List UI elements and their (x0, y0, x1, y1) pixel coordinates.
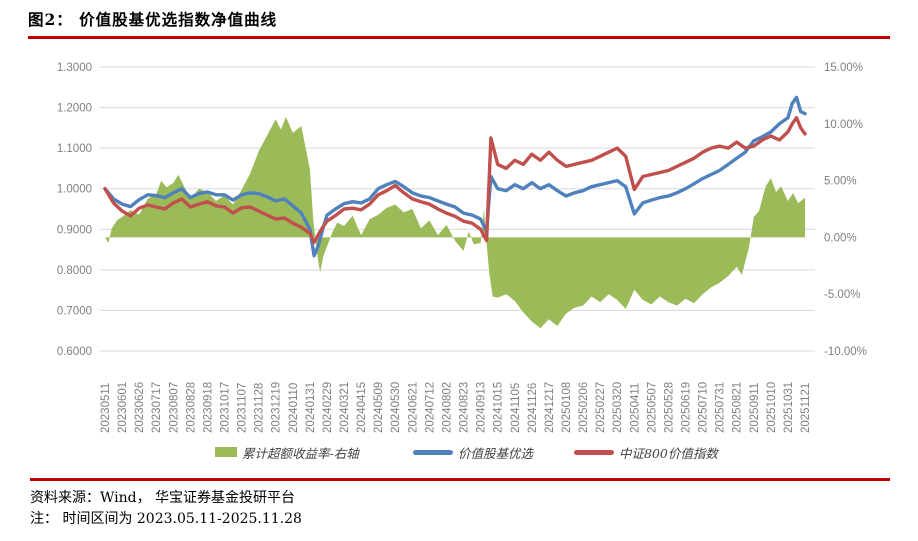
excess-return-swatch (215, 447, 237, 457)
figure-title: 图2： 价值股基优选指数净值曲线 (28, 10, 278, 29)
x-axis-label: 20230717 (151, 382, 163, 433)
x-axis-label: 20250619 (681, 382, 693, 433)
value-fund-line (103, 95, 807, 258)
x-axis-label: 20241217 (544, 382, 556, 433)
right-axis-label: 5.00% (824, 176, 857, 188)
right-axis-label: 0.00% (824, 232, 857, 244)
source-text: 资料来源：Wind， 华宝证券基金投研平台 (30, 490, 296, 506)
legend-item-excess-return: 累计超额收益率-右轴 (215, 444, 359, 461)
x-axis-label: 20250821 (732, 382, 744, 433)
right-axis-label: -10.00% (824, 346, 867, 358)
x-axis-label: 20251121 (800, 383, 812, 433)
left-axis-label: 1.0000 (57, 184, 92, 196)
x-axis-label: 20250227 (595, 382, 607, 433)
x-axis-label: 20230511 (100, 383, 112, 433)
x-axis-label: 20240415 (356, 382, 368, 433)
x-axis-label: 20250507 (646, 382, 658, 433)
excess-return-area (105, 117, 805, 329)
left-axis-label: 0.9000 (57, 224, 92, 236)
x-axis-label: 20230601 (117, 382, 129, 433)
x-axis-label: 20250911 (749, 383, 761, 433)
x-axis-label: 20240110 (288, 383, 300, 433)
x-axis-label: 20250528 (663, 382, 675, 433)
right-axis-label: 10.00% (824, 119, 863, 131)
left-axis-label: 0.8000 (57, 265, 92, 277)
x-axis-label: 20241126 (527, 383, 539, 433)
csi800-value-swatch (574, 449, 614, 455)
x-axis-label: 20250411 (629, 383, 641, 433)
x-axis-label: 20251031 (783, 382, 795, 433)
left-axis-label: 1.1000 (57, 143, 92, 155)
value-fund-index-swatch (413, 449, 453, 455)
x-axis-label: 20250108 (561, 382, 573, 433)
left-axis-label: 1.3000 (57, 62, 92, 74)
note-text: 注： 时间区间为 2023.05.11-2025.11.28 (30, 511, 302, 527)
x-axis-label: 20240509 (373, 382, 385, 433)
x-axis-label: 20231107 (237, 383, 249, 433)
x-axis-label: 20240802 (442, 382, 454, 433)
x-axis-label: 20230626 (134, 382, 146, 433)
x-axis-label: 20241015 (493, 382, 505, 433)
left-axis-label: 0.6000 (57, 346, 92, 358)
title-underline-rule (28, 36, 890, 39)
right-axis-label: -5.00% (824, 289, 860, 301)
legend-item-value-fund-index: 价值股基优选 (413, 444, 534, 461)
x-axis-label: 20240229 (322, 382, 334, 433)
x-axis-label: 20250731 (715, 382, 727, 433)
x-axis-label: 20250206 (578, 382, 590, 433)
x-axis-label: 20240131 (305, 382, 317, 433)
legend-item-csi800-value: 中证800价值指数 (574, 444, 718, 461)
x-axis-label: 20230918 (202, 382, 214, 433)
x-axis-label: 20250710 (698, 382, 710, 433)
x-axis-label: 20240712 (424, 382, 436, 433)
legend-label-excess-return: 累计超额收益率-右轴 (242, 445, 359, 461)
x-axis-label: 20240321 (339, 382, 351, 433)
right-axis-label: 15.00% (824, 62, 863, 74)
x-axis-label: 20240823 (459, 382, 471, 433)
x-axis-label: 20231128 (254, 383, 266, 433)
x-axis-label: 20251010 (766, 382, 778, 433)
x-axis-label: 20230828 (185, 382, 197, 433)
x-axis-label: 20240913 (476, 382, 488, 433)
chart-legend: 累计超额收益率-右轴 价值股基优选 中证800价值指数 (0, 442, 918, 461)
x-axis-label: 20231017 (220, 382, 232, 433)
x-axis-label: 20240621 (407, 382, 419, 433)
legend-label-value-fund-index: 价值股基优选 (458, 445, 534, 461)
x-axis-label: 20230807 (168, 382, 180, 433)
footer-rule (30, 478, 890, 481)
left-axis-label: 0.7000 (57, 305, 92, 317)
csi800-value-line (103, 116, 807, 244)
x-axis-label: 20250320 (612, 382, 624, 433)
x-axis-label: 20231219 (271, 382, 283, 433)
legend-label-csi800-value: 中证800价值指数 (619, 445, 718, 461)
x-axis-label: 20240530 (390, 382, 402, 433)
left-axis-label: 1.2000 (57, 103, 92, 115)
x-axis-label: 20241105 (510, 383, 522, 433)
